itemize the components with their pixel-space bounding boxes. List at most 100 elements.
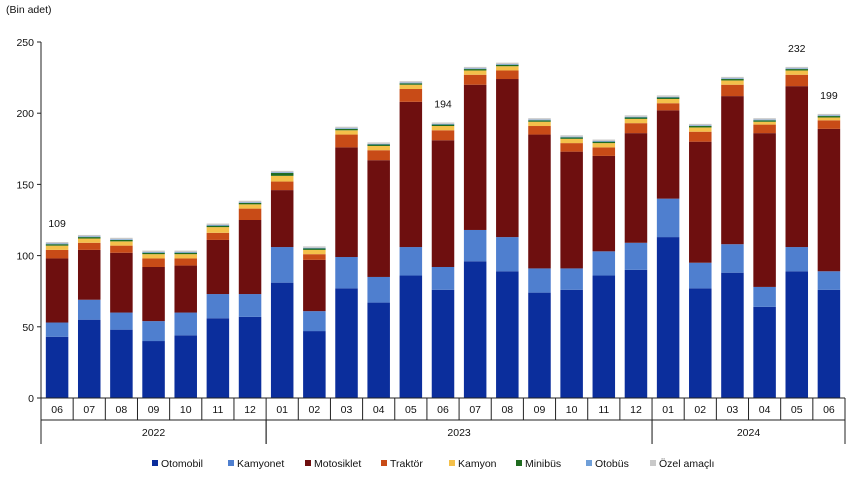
x-tick-label: 08 xyxy=(501,404,513,416)
bar-segment xyxy=(753,286,776,307)
legend-swatch xyxy=(305,460,311,466)
bar-segment xyxy=(721,272,744,398)
bar-segment xyxy=(689,262,712,289)
bar-segment xyxy=(753,306,776,398)
bar-segment xyxy=(496,79,519,238)
bar-segment xyxy=(656,198,680,238)
bar-segment xyxy=(77,299,101,320)
bar-segment xyxy=(528,134,551,269)
x-tick-label: 02 xyxy=(309,404,321,416)
bar-segment xyxy=(206,239,230,295)
bar-segment xyxy=(110,329,133,398)
bar-segment xyxy=(721,84,744,97)
bar-segment xyxy=(399,101,423,248)
y-tick-label: 150 xyxy=(16,179,34,191)
bar-segment xyxy=(721,78,744,80)
legend-item: Minibüs xyxy=(516,458,561,470)
data-label: 199 xyxy=(820,90,838,102)
bar-segment xyxy=(817,271,841,290)
legend-item: Traktör xyxy=(381,458,423,470)
bar-segment xyxy=(270,172,294,174)
bar-segment xyxy=(303,259,326,312)
bar-segment xyxy=(45,244,69,246)
bar-stack xyxy=(174,250,197,398)
bar-segment xyxy=(335,128,358,131)
bar-segment xyxy=(624,115,648,117)
bar-segment xyxy=(206,225,230,228)
bar-segment xyxy=(560,143,583,152)
bar-segment xyxy=(110,252,133,313)
legend-swatch xyxy=(650,460,656,466)
bar-segment xyxy=(592,251,616,276)
x-tick-label: 04 xyxy=(759,404,771,416)
bar-segment xyxy=(463,261,487,398)
bar-segment xyxy=(431,124,455,127)
x-tick-label: 10 xyxy=(566,404,578,416)
bar-segment xyxy=(689,126,712,128)
legend: Otomobil Kamyonet Motosiklet Traktör Kamyon M… xyxy=(152,458,714,470)
bar-segment xyxy=(45,242,69,244)
bar-segment xyxy=(753,119,776,121)
x-tick-label: 09 xyxy=(534,404,546,416)
bar-segment xyxy=(528,292,551,398)
bar-segment xyxy=(463,70,487,75)
bar-segment xyxy=(656,97,680,99)
data-labels: 109 194 232 199 xyxy=(48,43,838,230)
bar-stack xyxy=(721,76,744,398)
bar-segment xyxy=(431,126,455,131)
bar-segment xyxy=(721,244,744,273)
bar-segment xyxy=(431,289,455,398)
legend-label: Otomobil xyxy=(161,458,203,470)
bar-segment xyxy=(689,123,712,126)
x-tick-label: 06 xyxy=(437,404,449,416)
bar-segment xyxy=(303,311,326,332)
bar-segment xyxy=(817,113,841,116)
bar-segment xyxy=(238,220,262,295)
bar-segment xyxy=(656,237,680,398)
unit-label: (Bin adet) xyxy=(6,4,52,16)
bar-segment xyxy=(174,265,197,313)
bar-segment xyxy=(270,282,294,398)
bar-segment xyxy=(206,232,230,240)
bar-stack xyxy=(238,200,262,398)
bar-segment xyxy=(689,127,712,132)
bar-segment xyxy=(689,141,712,263)
bar-segment xyxy=(592,141,616,144)
bar-segment xyxy=(367,144,390,146)
bar-stack xyxy=(656,95,680,398)
bar-stack xyxy=(624,115,648,398)
bar-segment xyxy=(496,64,519,65)
legend-item: Motosiklet xyxy=(305,458,361,470)
bar-segment xyxy=(270,190,294,248)
bar-segment xyxy=(367,160,390,277)
bar-segment xyxy=(496,62,519,65)
bar-segment xyxy=(142,341,165,398)
bar-segment xyxy=(303,248,326,250)
bar-segment xyxy=(463,84,487,230)
bar-segment xyxy=(785,66,809,69)
bar-segment xyxy=(77,242,101,250)
bar-segment xyxy=(528,121,551,127)
year-label: 2024 xyxy=(737,427,761,439)
bar-segment xyxy=(303,246,326,248)
legend-label: Otobüs xyxy=(595,458,629,470)
bar-segment xyxy=(431,122,455,124)
legend-swatch xyxy=(152,460,158,466)
x-tick-label: 02 xyxy=(694,404,706,416)
bar-segment xyxy=(721,76,744,79)
bar-segment xyxy=(238,200,262,203)
bar-segment xyxy=(624,118,648,124)
bar-segment xyxy=(238,204,262,209)
bar-stack xyxy=(753,118,776,398)
legend-swatch xyxy=(381,460,387,466)
x-tick-label: 07 xyxy=(469,404,481,416)
x-tick-label: 12 xyxy=(244,404,256,416)
bar-segment xyxy=(592,147,616,156)
bar-segment xyxy=(110,241,133,246)
bar-segment xyxy=(174,254,197,259)
legend-item: Kamyonet xyxy=(228,458,284,470)
bar-segment xyxy=(174,258,197,266)
bar-stack xyxy=(206,223,230,398)
bar-stack xyxy=(367,142,390,398)
